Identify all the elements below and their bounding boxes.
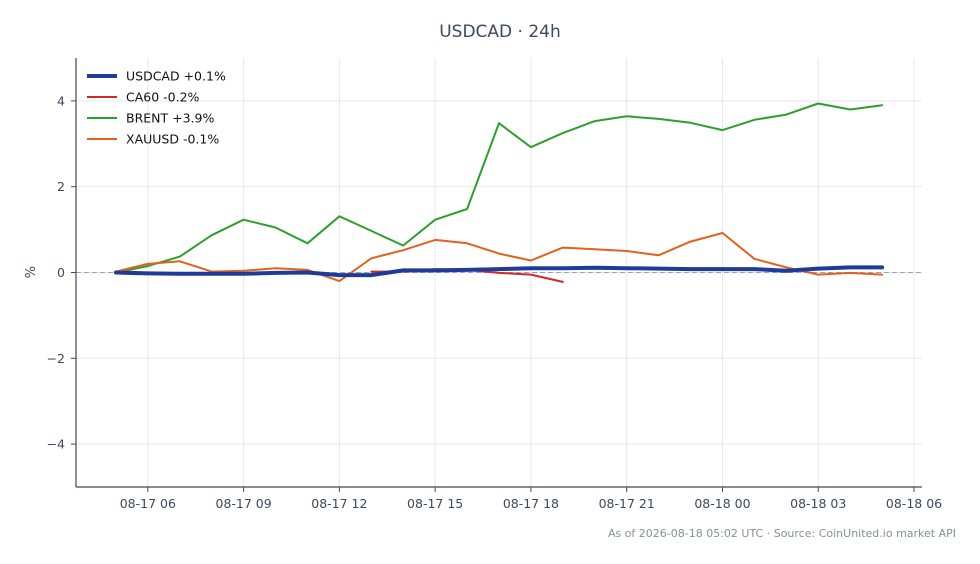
legend-label: USDCAD +0.1%	[126, 69, 226, 84]
x-tick-label: 08-17 15	[407, 496, 463, 511]
x-tick-label: 08-17 18	[503, 496, 559, 511]
x-tick-layer: 08-17 06 08-17 09 08-17 12 08-17 15 08-17 18…	[120, 487, 942, 511]
y-tick-label: −4	[47, 437, 65, 452]
x-tick-label: 08-17 21	[599, 496, 655, 511]
series-line-usdcad	[113, 265, 885, 278]
legend-label: XAUUSD -0.1%	[126, 132, 219, 147]
legend-label: BRENT +3.9%	[126, 111, 214, 126]
series-line-xauusd	[114, 232, 884, 283]
series-layer	[113, 102, 885, 283]
y-tick-label: −2	[47, 351, 65, 366]
y-tick-label: 0	[57, 265, 65, 280]
chart-title: USDCAD · 24h	[439, 22, 561, 42]
x-tick-label: 08-18 03	[790, 496, 846, 511]
x-tick-label: 08-17 12	[311, 496, 367, 511]
y-axis-label: %	[24, 266, 39, 278]
x-tick-label: 08-18 00	[694, 496, 750, 511]
y-tick-label: 2	[57, 179, 65, 194]
legend-label: CA60 -0.2%	[126, 90, 200, 105]
x-tick-label: 08-17 06	[120, 496, 176, 511]
y-tick-label: 4	[57, 93, 65, 108]
series-line-brent	[114, 102, 884, 274]
legend: USDCAD +0.1% CA60 -0.2% BRENT +3.9% XAUUSD …	[87, 69, 226, 147]
x-tick-label: 08-18 06	[886, 496, 942, 511]
footer-source: As of 2026-08-18 05:02 UTC · Source: Coi…	[608, 527, 956, 540]
x-tick-label: 08-17 09	[216, 496, 272, 511]
y-tick-layer: −4 −2 0 2 4	[47, 93, 76, 452]
